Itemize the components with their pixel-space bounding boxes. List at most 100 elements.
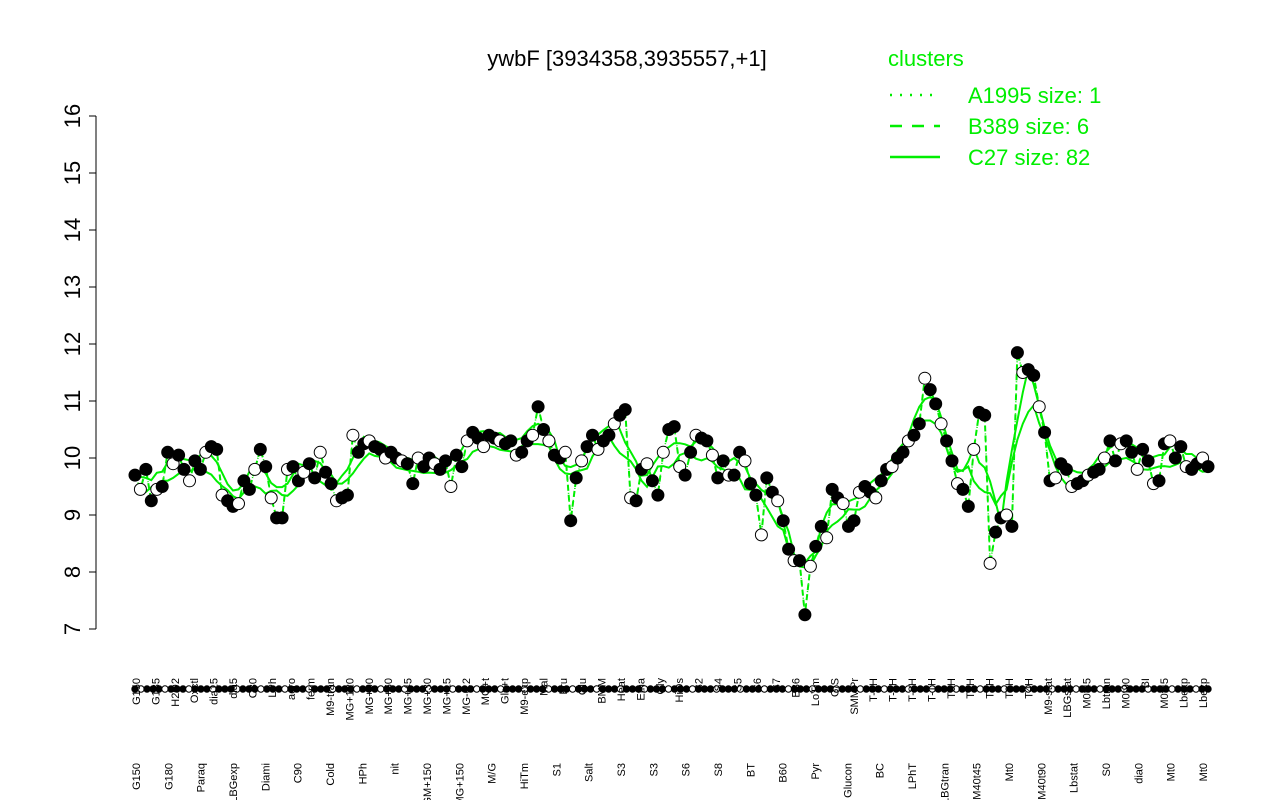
x-tick-label-top: MG+45 xyxy=(403,678,415,714)
x-tick-label-bottom: Salt xyxy=(584,763,596,782)
data-point xyxy=(907,428,921,442)
data-point xyxy=(183,474,196,488)
y-tick-label: 7 xyxy=(60,623,85,635)
data-point xyxy=(308,471,322,485)
data-point xyxy=(172,448,186,462)
data-point xyxy=(1038,425,1052,439)
x-tick-label-bottom: GM+150 xyxy=(422,763,434,800)
x-tick-label-top: T4H xyxy=(1023,678,1035,699)
x-tick-label-top: T1H xyxy=(965,678,977,699)
data-point xyxy=(967,442,981,456)
data-point xyxy=(667,420,681,434)
x-tick-label-top: M0t45 xyxy=(1159,678,1171,709)
x-marker xyxy=(161,685,169,693)
data-point xyxy=(1027,368,1041,382)
legend-label-a1995: A1995 size: 1 xyxy=(968,83,1101,108)
data-point xyxy=(629,494,643,508)
y-axis: 7 8 9 10 11 12 13 14 15 16 xyxy=(60,104,97,635)
data-point xyxy=(1119,434,1133,448)
x-tick-label-top: BMM xyxy=(597,678,609,704)
data-point xyxy=(912,417,926,431)
x-tick-label-top: S6 xyxy=(752,678,764,691)
data-point xyxy=(749,488,763,502)
data-point xyxy=(264,491,278,505)
x-tick-label-top: Mal xyxy=(538,678,550,696)
x-marker xyxy=(143,685,151,693)
data-point xyxy=(961,499,975,513)
data-point xyxy=(738,454,752,468)
x-tick-label-bottom: MG+150 xyxy=(454,763,466,800)
y-tick-label: 8 xyxy=(60,566,85,578)
data-point xyxy=(128,468,142,482)
data-point xyxy=(346,428,360,442)
data-point xyxy=(711,471,725,485)
data-point xyxy=(444,480,458,493)
x-tick-label-top: MG+60 xyxy=(383,678,395,714)
x-tick-label-top: MG+90 xyxy=(364,678,376,714)
x-marker xyxy=(239,685,247,693)
x-tick-label-top: M9-stat xyxy=(1043,678,1055,715)
data-point xyxy=(1005,519,1019,533)
x-marker xyxy=(976,685,984,693)
y-tick-label: 14 xyxy=(60,218,85,242)
x-tick-label-top: Etha xyxy=(635,677,647,701)
x-tick-label-bottom: Mt0 xyxy=(1166,763,1178,781)
data-point xyxy=(803,559,817,573)
x-tick-label-top: MG+120 xyxy=(344,678,356,721)
data-point xyxy=(144,494,158,508)
x-marker xyxy=(820,685,829,693)
x-tick-label-top: T-2H xyxy=(907,678,919,702)
x-tick-label-top: LBGstat xyxy=(1062,678,1074,718)
data-point xyxy=(760,471,774,485)
data-point xyxy=(945,454,959,468)
data-point xyxy=(678,468,692,482)
data-point xyxy=(1108,454,1122,468)
data-point xyxy=(449,448,463,462)
x-tick-label-top: MG+t xyxy=(480,678,492,705)
x-tick-label-top: B36 xyxy=(791,678,803,698)
data-point xyxy=(929,397,943,411)
data-point xyxy=(580,440,594,454)
x-marker xyxy=(880,685,888,693)
x-tick-label-top: Lbexp xyxy=(1198,678,1210,708)
data-point xyxy=(515,445,529,459)
x-tick-label-bottom: S0 xyxy=(1101,763,1113,776)
x-tick-label-top: M9-tran xyxy=(325,678,337,716)
data-point xyxy=(319,465,333,479)
x-tick-label-top: M0t45 xyxy=(1082,678,1094,709)
data-point xyxy=(771,494,785,508)
data-point xyxy=(542,434,556,448)
x-tick-label-top: G/S xyxy=(829,678,841,697)
data-point xyxy=(798,608,812,622)
data-point xyxy=(923,383,937,397)
data-point xyxy=(1168,451,1182,465)
data-point xyxy=(836,497,850,511)
x-tick-label-top: S4 xyxy=(713,678,725,691)
x-tick-label-top: Gly xyxy=(655,678,667,695)
data-point xyxy=(1174,440,1188,454)
data-point xyxy=(645,474,659,488)
data-point xyxy=(139,462,153,476)
x-tick-label-top: S5 xyxy=(732,678,744,691)
x-tick-label-bottom: M40t45 xyxy=(972,763,984,800)
x-tick-label-top: H2O2 xyxy=(170,678,182,707)
x-tick-label-bottom: M/G xyxy=(487,763,499,784)
data-point xyxy=(934,417,948,431)
x-tick-label-bottom: LBGexp xyxy=(228,763,240,800)
x-tick-label-bottom: BT xyxy=(745,763,757,777)
data-point xyxy=(526,428,540,442)
x-tick-label-top: T-1H xyxy=(926,678,938,702)
x-tick-label-top: LoTm xyxy=(810,678,822,706)
data-point xyxy=(1092,462,1106,476)
x-tick-label-top: T0H xyxy=(946,678,958,699)
x-marker xyxy=(1204,685,1212,693)
x-tick-label-top: BI xyxy=(1140,678,1152,688)
chart-title: ywbF [3934358,3935557,+1] xyxy=(487,46,767,71)
x-tick-label-top: Oxctl xyxy=(189,678,201,703)
data-point xyxy=(1141,454,1155,468)
x-tick-label-bottom: BC xyxy=(875,763,887,778)
x-tick-label-top: G135 xyxy=(150,678,162,705)
data-point xyxy=(586,428,599,442)
data-point xyxy=(1201,460,1215,474)
